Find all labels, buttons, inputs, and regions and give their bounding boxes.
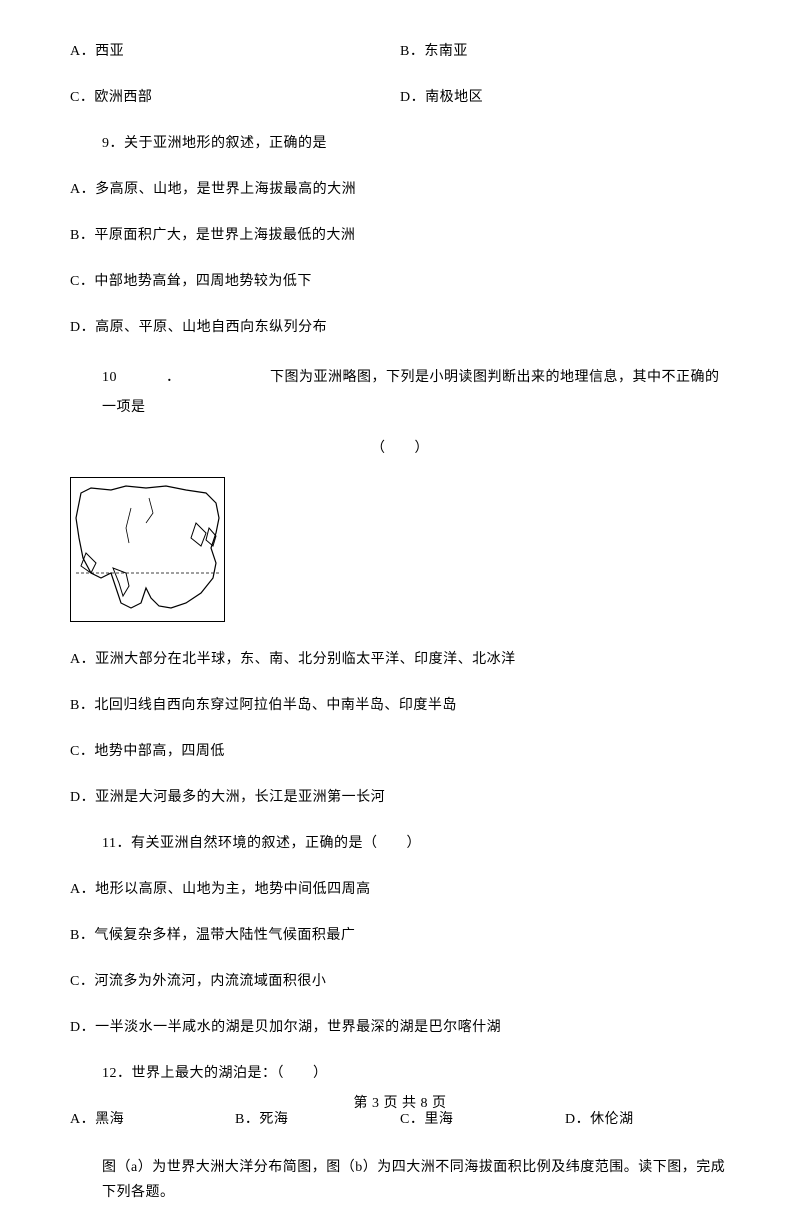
q9-option-a: A．多高原、山地，是世界上海拔最高的大洲 (70, 182, 356, 197)
q11-option-d: D．一半淡水一半咸水的湖是贝加尔湖，世界最深的湖是巴尔喀什湖 (70, 1020, 501, 1035)
q10-option-b-row: B．北回归线自西向东穿过阿拉伯半岛、中南半岛、印度半岛 (70, 694, 730, 714)
q10-option-c-row: C．地势中部高，四周低 (70, 740, 730, 760)
q9-stem: 9．关于亚洲地形的叙述，正确的是 (102, 136, 327, 151)
q8-option-d: D．南极地区 (400, 90, 483, 105)
q10-option-d: D．亚洲是大河最多的大洲，长江是亚洲第一长河 (70, 790, 385, 805)
q9-stem-row: 9．关于亚洲地形的叙述，正确的是 (102, 132, 730, 152)
asia-outline-map-icon (71, 478, 225, 622)
q12-stem-row: 12．世界上最大的湖泊是：（ ） (102, 1062, 730, 1082)
q12-stem: 12．世界上最大的湖泊是：（ ） (102, 1066, 328, 1081)
q8-option-a: A．西亚 (70, 44, 124, 59)
q10-option-a: A．亚洲大部分在北半球，东、南、北分别临太平洋、印度洋、北冰洋 (70, 652, 516, 667)
q11-stem: 11．有关亚洲自然环境的叙述，正确的是（ ） (102, 836, 421, 851)
q9-option-c-row: C．中部地势高耸，四周地势较为低下 (70, 270, 730, 290)
q9-option-c: C．中部地势高耸，四周地势较为低下 (70, 274, 312, 289)
q11-option-c: C．河流多为外流河，内流流域面积很小 (70, 974, 326, 989)
q10-option-c: C．地势中部高，四周低 (70, 744, 225, 759)
page-number: 第 3 页 共 8 页 (354, 1096, 447, 1111)
q10-stem-row: 10 ． 下图为亚洲略图，下列是小明读图判断出来的地理信息，其中不正确的一项是 (102, 362, 730, 423)
q9-option-b-row: B．平原面积广大，是世界上海拔最低的大洲 (70, 224, 730, 244)
q11-option-a-row: A．地形以高原、山地为主，地势中间低四周高 (70, 878, 730, 898)
q11-option-b: B．气候复杂多样，温带大陆性气候面积最广 (70, 928, 355, 943)
q12-option-a: A．黑海 (70, 1112, 124, 1127)
asia-map-figure (70, 477, 225, 622)
q10-paren-row: （ ） (70, 437, 730, 457)
q12-option-b: B．死海 (235, 1112, 288, 1127)
figure-note-row: 图（a）为世界大洲大洋分布简图，图（b）为四大洲不同海拔面积比例及纬度范围。读下… (102, 1154, 730, 1205)
q10-option-b: B．北回归线自西向东穿过阿拉伯半岛、中南半岛、印度半岛 (70, 698, 457, 713)
q8-options-row2: C．欧洲西部 D．南极地区 (70, 86, 730, 106)
q9-option-d-row: D．高原、平原、山地自西向东纵列分布 (70, 316, 730, 336)
q12-option-c: C．里海 (400, 1112, 453, 1127)
q8-option-b: B．东南亚 (400, 44, 468, 59)
q11-option-a: A．地形以高原、山地为主，地势中间低四周高 (70, 882, 371, 897)
q8-option-c: C．欧洲西部 (70, 90, 152, 105)
q11-stem-row: 11．有关亚洲自然环境的叙述，正确的是（ ） (102, 832, 730, 852)
q9-option-b: B．平原面积广大，是世界上海拔最低的大洲 (70, 228, 355, 243)
q11-option-b-row: B．气候复杂多样，温带大陆性气候面积最广 (70, 924, 730, 944)
q9-option-a-row: A．多高原、山地，是世界上海拔最高的大洲 (70, 178, 730, 198)
q9-option-d: D．高原、平原、山地自西向东纵列分布 (70, 320, 327, 335)
q10-option-d-row: D．亚洲是大河最多的大洲，长江是亚洲第一长河 (70, 786, 730, 806)
q11-option-d-row: D．一半淡水一半咸水的湖是贝加尔湖，世界最深的湖是巴尔喀什湖 (70, 1016, 730, 1036)
q12-option-d: D．休伦湖 (565, 1112, 634, 1127)
q10-paren: （ ） (371, 441, 429, 456)
q10-dot: ． (166, 365, 266, 392)
q11-option-c-row: C．河流多为外流河，内流流域面积很小 (70, 970, 730, 990)
q10-num: 10 (102, 365, 162, 392)
q10-option-a-row: A．亚洲大部分在北半球，东、南、北分别临太平洋、印度洋、北冰洋 (70, 648, 730, 668)
q8-options-row1: A．西亚 B．东南亚 (70, 40, 730, 60)
page-footer: 第 3 页 共 8 页 (0, 1092, 800, 1112)
figure-note: 图（a）为世界大洲大洋分布简图，图（b）为四大洲不同海拔面积比例及纬度范围。读下… (102, 1160, 725, 1201)
